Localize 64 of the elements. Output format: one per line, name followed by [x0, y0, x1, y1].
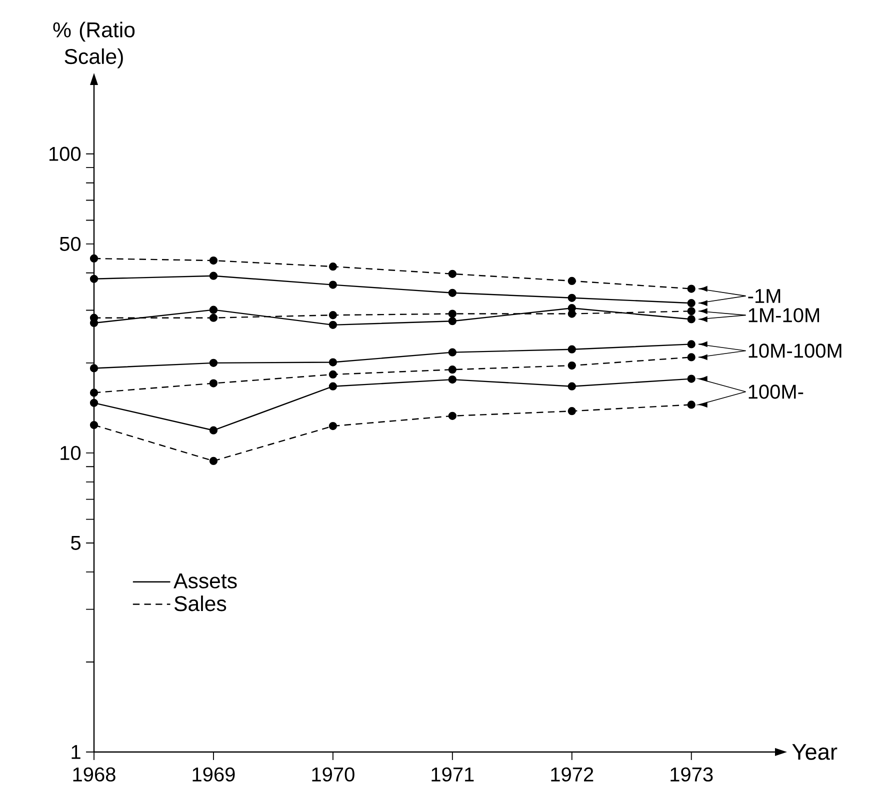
x-axis-title: Year [792, 744, 838, 760]
point [448, 412, 456, 420]
point [687, 307, 696, 316]
point [90, 388, 98, 397]
point [328, 358, 338, 366]
x-tick-label: 1971 [432, 767, 474, 782]
point [448, 317, 456, 326]
point [328, 320, 338, 329]
point [448, 310, 456, 318]
point [568, 382, 576, 390]
point [209, 256, 218, 265]
x-tick-label: 1969 [192, 767, 235, 782]
point [687, 374, 696, 383]
point [90, 420, 98, 430]
y-tick-label: 100 [49, 146, 81, 161]
point [328, 422, 338, 430]
point [209, 272, 218, 280]
annotation: -1M [748, 289, 780, 303]
legend-label: Assets [174, 574, 237, 588]
point [568, 362, 576, 370]
point [687, 353, 696, 362]
point [209, 358, 218, 368]
point [328, 382, 338, 390]
y-tick-label: 5 [71, 536, 81, 550]
point [687, 400, 696, 409]
y-axis-title: % (Ratio Scale) [53, 22, 135, 68]
point [328, 280, 338, 289]
point [209, 314, 218, 322]
point [568, 310, 576, 318]
point [448, 348, 456, 356]
point [687, 315, 696, 324]
point [448, 270, 456, 278]
y-tick-label: 1 [72, 745, 80, 759]
point [328, 370, 338, 379]
point [568, 294, 576, 302]
point [687, 299, 696, 308]
point [687, 340, 696, 348]
point [687, 284, 696, 293]
legend-label: Sales [174, 596, 226, 612]
point [209, 456, 218, 466]
annotation: 100M- [748, 384, 804, 399]
point [90, 274, 98, 283]
point [328, 262, 338, 271]
point [90, 398, 98, 407]
point [568, 276, 576, 286]
point [328, 311, 338, 320]
y-tick-label: 50 [60, 236, 81, 252]
point [568, 345, 576, 354]
point [90, 254, 98, 263]
annotation: 10M-100M [748, 344, 842, 358]
point [448, 288, 456, 297]
point [568, 407, 576, 416]
x-tick-label: 1968 [73, 767, 116, 782]
x-tick-label: 1973 [670, 767, 713, 782]
point [209, 306, 218, 314]
y-tick-label: 10 [60, 446, 81, 460]
point [448, 366, 456, 374]
point [90, 364, 98, 372]
point [448, 375, 456, 384]
annotation: 1M-10M [748, 308, 820, 322]
point [209, 426, 218, 434]
x-tick-label: 1970 [312, 767, 354, 782]
x-tick-label: 1972 [551, 767, 594, 782]
point [209, 379, 218, 388]
